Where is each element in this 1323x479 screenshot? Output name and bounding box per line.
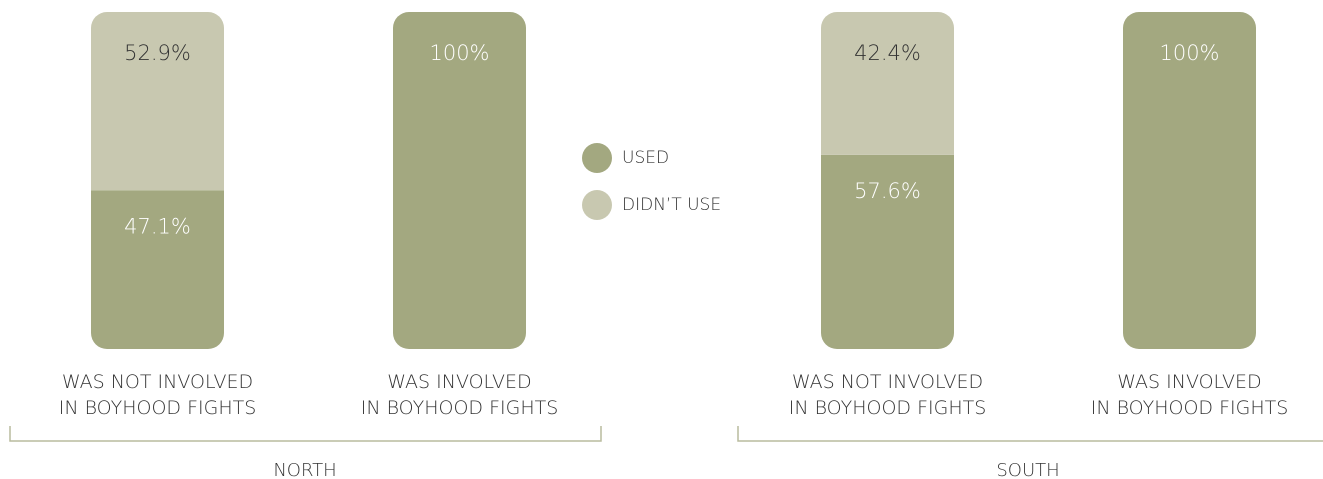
bar-stack [821,12,954,349]
x-tick-label: WAS NOT INVOLVED IN BOYHOOD FIGHTS [789,371,987,419]
group-label: SOUTH [996,460,1059,479]
legend-swatch [582,190,612,220]
group-label: NORTH [273,460,336,479]
bar-segment [821,12,954,155]
x-tick-label: WAS NOT INVOLVED IN BOYHOOD FIGHTS [59,371,257,419]
bar-segment [1123,12,1256,349]
value-label: 100% [1159,41,1219,65]
bar-segment [91,12,224,191]
x-tick-label: WAS INVOLVED IN BOYHOOD FIGHTS [1091,371,1289,419]
bar-segment [91,190,224,349]
legend-label: DIDN’T USE [622,195,721,215]
value-label: 42.4% [854,41,921,65]
bar-stack [393,12,526,349]
value-label: 57.6% [854,179,921,203]
legend-swatch [582,143,612,173]
legend-label: USED [622,148,669,168]
value-label: 100% [429,41,489,65]
group-bracket [9,426,602,442]
group-bracket [737,426,1323,442]
x-tick-label: WAS INVOLVED IN BOYHOOD FIGHTS [361,371,559,419]
bar-segment [821,154,954,349]
value-label: 52.9% [124,41,191,65]
bar-segment [393,12,526,349]
bar-stack [1123,12,1256,349]
value-label: 47.1% [124,214,191,238]
bar-stack [91,12,224,349]
